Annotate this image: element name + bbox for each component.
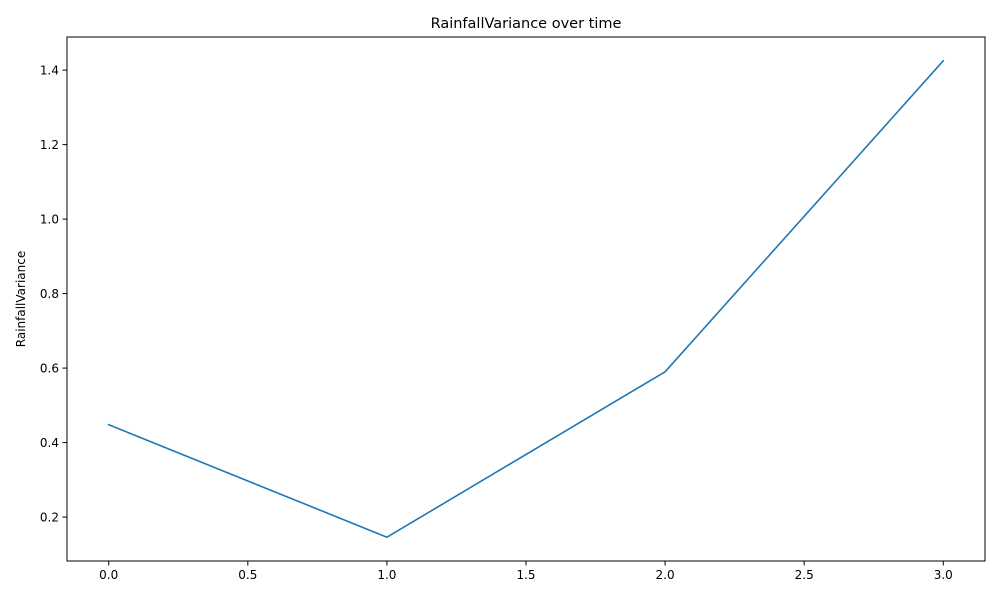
y-tick-label: 1.4 bbox=[40, 64, 59, 78]
y-tick-label: 0.4 bbox=[40, 436, 59, 450]
x-tick-label: 2.0 bbox=[656, 568, 675, 582]
y-axis-title: RainfallVariance bbox=[14, 251, 28, 347]
y-axis-ticks: 0.2 0.4 0.6 0.8 1.0 1.2 1.4 bbox=[40, 64, 67, 525]
y-tick-label: 1.2 bbox=[40, 138, 59, 152]
plot-frame bbox=[66, 36, 986, 562]
x-tick-label: 3.0 bbox=[934, 568, 953, 582]
x-tick-label: 1.5 bbox=[516, 568, 535, 582]
chart-title: RainfallVariance over time bbox=[431, 16, 622, 32]
series-line-0 bbox=[107, 59, 945, 539]
y-tick-label: 0.2 bbox=[40, 511, 59, 525]
x-tick-label: 0.0 bbox=[99, 568, 118, 582]
x-tick-label: 0.5 bbox=[238, 568, 257, 582]
x-tick-label: 2.5 bbox=[795, 568, 814, 582]
x-axis-ticks: 0.0 0.5 1.0 1.5 2.0 2.5 3.0 bbox=[99, 561, 953, 582]
y-tick-label: 0.8 bbox=[40, 287, 59, 301]
series-layer bbox=[107, 59, 945, 539]
y-tick-label: 1.0 bbox=[40, 213, 59, 227]
y-tick-label: 0.6 bbox=[40, 362, 59, 376]
x-tick-label: 1.0 bbox=[377, 568, 396, 582]
